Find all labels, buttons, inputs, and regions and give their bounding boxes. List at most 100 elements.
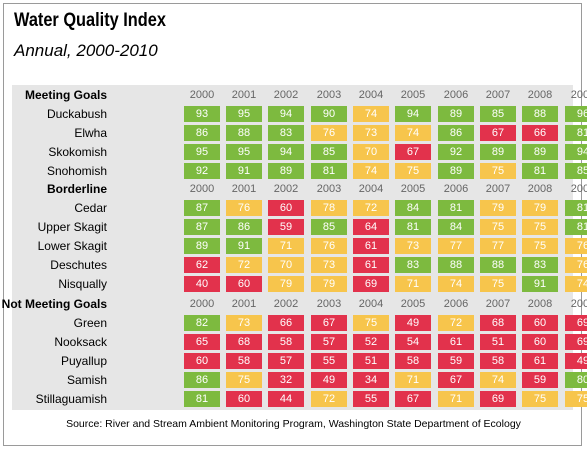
source-note: Source: River and Stream Ambient Monitor… xyxy=(66,418,521,430)
value-cell: 85 xyxy=(565,163,587,179)
column-header-year: 2006 xyxy=(443,89,469,101)
value-cell: 81 xyxy=(438,200,474,216)
value-cell: 89 xyxy=(438,163,474,179)
value-cell: 34 xyxy=(353,372,389,388)
river-row-elwha: Elwha868883767374866766818178 xyxy=(12,124,587,143)
value-cell: 75 xyxy=(480,219,516,235)
value-cell: 61 xyxy=(438,334,474,350)
value-cell: 74 xyxy=(395,125,431,141)
value-cell: 61 xyxy=(353,238,389,254)
value-cell: 93 xyxy=(184,106,220,122)
value-cell: 60 xyxy=(522,315,558,331)
value-cell: 67 xyxy=(438,372,474,388)
column-header-year: 2006 xyxy=(443,183,469,195)
value-cell: 81 xyxy=(565,125,587,141)
river-name: Elwha xyxy=(74,126,107,140)
value-cell: 87 xyxy=(184,219,220,235)
group-title: Not Meeting Goals xyxy=(1,297,107,311)
value-cell: 66 xyxy=(268,315,304,331)
value-cell: 83 xyxy=(395,257,431,273)
value-cell: 60 xyxy=(226,391,262,407)
value-cell: 72 xyxy=(438,315,474,331)
river-row-upper-skagit: Upper Skagit878659856481847575815676 xyxy=(12,218,587,237)
value-cell: 94 xyxy=(268,144,304,160)
value-cell: 84 xyxy=(438,219,474,235)
value-cell: 86 xyxy=(438,125,474,141)
value-cell: 81 xyxy=(522,163,558,179)
value-cell: 77 xyxy=(480,238,516,254)
value-cell: 74 xyxy=(565,276,587,292)
value-cell: 81 xyxy=(395,219,431,235)
river-name: Samish xyxy=(66,373,107,387)
group-title: Meeting Goals xyxy=(24,88,107,102)
value-cell: 85 xyxy=(311,144,347,160)
value-cell: 89 xyxy=(480,144,516,160)
value-cell: 76 xyxy=(311,125,347,141)
value-cell: 76 xyxy=(565,257,587,273)
value-cell: 94 xyxy=(565,144,587,160)
value-cell: 60 xyxy=(226,276,262,292)
column-header-year: 2002 xyxy=(273,89,299,101)
value-cell: 60 xyxy=(522,334,558,350)
column-header-year: 2009 xyxy=(570,89,587,101)
river-name: Cedar xyxy=(74,201,107,215)
river-name: Puyallup xyxy=(60,354,107,368)
value-cell: 72 xyxy=(353,200,389,216)
value-cell: 79 xyxy=(480,200,516,216)
value-cell: 89 xyxy=(522,144,558,160)
value-cell: 75 xyxy=(480,163,516,179)
river-row-stillaguamish: Stillaguamish816044725567716975757167 xyxy=(12,390,587,409)
group-header-row: Borderline 2000 2001 2002 2003 2004 2005 2006 20… xyxy=(12,180,587,199)
river-row-duckabush: Duckabush939594907494898588968689 xyxy=(12,105,587,124)
column-header-year: 2007 xyxy=(485,89,511,101)
river-name: Upper Skagit xyxy=(37,220,107,234)
value-cell: 81 xyxy=(565,200,587,216)
column-header-year: 2003 xyxy=(316,183,342,195)
value-cell: 59 xyxy=(438,353,474,369)
river-name: Skokomish xyxy=(48,145,107,159)
value-cell: 75 xyxy=(480,276,516,292)
column-header-year: 2008 xyxy=(527,89,553,101)
river-row-samish: Samish867532493471677459806363 xyxy=(12,371,587,390)
value-cell: 75 xyxy=(395,163,431,179)
river-name: Duckabush xyxy=(46,107,107,121)
river-row-puyallup: Puyallup605857555158595861496257 xyxy=(12,352,587,371)
value-cell: 75 xyxy=(353,315,389,331)
value-cell: 69 xyxy=(565,315,587,331)
column-header-year: 2004 xyxy=(358,183,384,195)
column-header-year: 2004 xyxy=(358,89,384,101)
river-row-snohomish: Snohomish929189817475897581857983 xyxy=(12,162,587,181)
column-header-year: 2000 xyxy=(189,183,215,195)
value-cell: 49 xyxy=(311,372,347,388)
value-cell: 68 xyxy=(480,315,516,331)
river-row-nisqually: Nisqually406079796971747591748372 xyxy=(12,275,587,294)
value-cell: 79 xyxy=(268,276,304,292)
value-cell: 95 xyxy=(226,106,262,122)
value-cell: 95 xyxy=(184,144,220,160)
value-cell: 96 xyxy=(565,106,587,122)
value-cell: 59 xyxy=(522,372,558,388)
group-panel-not-meeting-goals: Not Meeting Goals 2000 2001 2002 2003 2004 200… xyxy=(2,294,587,410)
value-cell: 67 xyxy=(311,315,347,331)
column-header-year: 2001 xyxy=(231,298,257,310)
chart-title: Water Quality Index xyxy=(14,10,166,31)
value-cell: 64 xyxy=(353,219,389,235)
value-cell: 92 xyxy=(184,163,220,179)
value-cell: 74 xyxy=(353,163,389,179)
river-row-skokomish: Skokomish959594857067928989948687 xyxy=(12,143,587,162)
column-header-year: 2007 xyxy=(485,183,511,195)
column-header-year: 2001 xyxy=(231,183,257,195)
river-name: Snohomish xyxy=(46,164,107,178)
value-cell: 94 xyxy=(395,106,431,122)
value-cell: 69 xyxy=(565,334,587,350)
river-row-green: Green827366677549726860696368 xyxy=(12,314,587,333)
value-cell: 67 xyxy=(395,391,431,407)
river-row-nooksack: Nooksack656858575254615160695659 xyxy=(12,333,587,352)
value-cell: 52 xyxy=(353,334,389,350)
column-header-year: 2000 xyxy=(189,89,215,101)
column-header-year: 2003 xyxy=(316,89,342,101)
value-cell: 82 xyxy=(184,315,220,331)
value-cell: 81 xyxy=(311,163,347,179)
value-cell: 75 xyxy=(565,391,587,407)
group-panel-borderline: Borderline 2000 2001 2002 2003 2004 2005 2006 20… xyxy=(12,179,587,295)
